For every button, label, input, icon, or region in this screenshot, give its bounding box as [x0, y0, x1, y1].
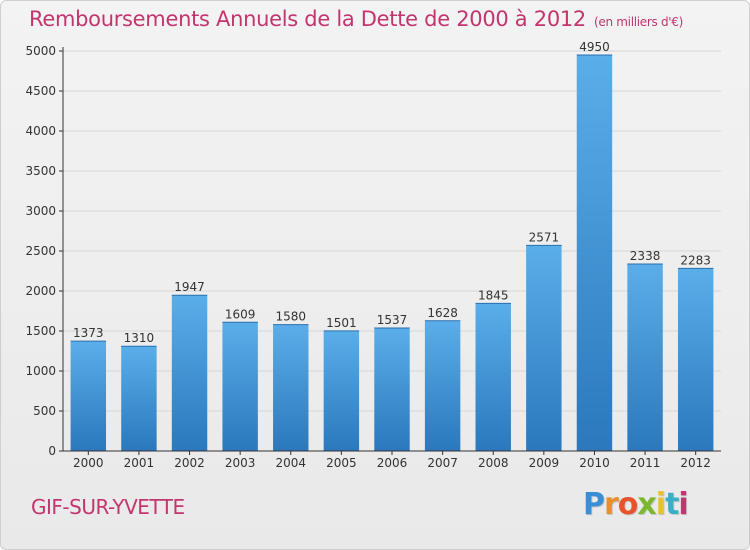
x-tick-label: 2008 [478, 456, 509, 470]
data-label: 2283 [680, 253, 711, 267]
data-label: 1580 [275, 310, 306, 324]
x-tick-label: 2005 [326, 456, 357, 470]
x-tick-label: 2007 [427, 456, 458, 470]
y-tick-label: 4000 [25, 124, 56, 138]
bar [171, 295, 208, 451]
bar [576, 55, 613, 451]
brand-letter: i [655, 487, 666, 522]
data-label: 1947 [174, 280, 205, 294]
y-tick-label: 4500 [25, 84, 56, 98]
y-tick-label: 5000 [25, 44, 56, 58]
bar [374, 328, 410, 451]
bar [222, 322, 258, 451]
data-label: 1845 [478, 288, 509, 302]
brand-letter: o [617, 487, 639, 522]
x-tick-label: 2006 [377, 456, 408, 470]
x-tick-label: 2002 [174, 456, 205, 470]
brand-logo: Proxiti [583, 487, 689, 522]
data-label: 1537 [377, 313, 408, 327]
brand-letter: P [583, 487, 605, 522]
bar [677, 268, 714, 451]
chart-title: Remboursements Annuels de la Dette de 20… [29, 7, 683, 31]
x-tick-label: 2012 [680, 456, 711, 470]
brand-letter: x [637, 487, 656, 522]
y-tick-label: 0 [48, 444, 56, 458]
x-tick-label: 2000 [73, 456, 104, 470]
x-tick-label: 2010 [579, 456, 610, 470]
brand-letter: t [665, 487, 679, 522]
y-tick-label: 500 [33, 404, 56, 418]
brand-letter: i [678, 487, 688, 522]
x-tick-label: 2004 [275, 456, 306, 470]
y-tick-label: 3500 [25, 164, 56, 178]
y-tick-label: 3000 [25, 204, 56, 218]
brand-letter: r [604, 487, 619, 522]
data-label: 1310 [124, 331, 155, 345]
data-label: 1609 [225, 307, 256, 321]
y-tick-label: 2000 [25, 284, 56, 298]
data-label: 2571 [529, 230, 560, 244]
y-tick-label: 2500 [25, 244, 56, 258]
y-tick-label: 1500 [25, 324, 56, 338]
bar [424, 320, 461, 451]
x-tick-label: 2009 [529, 456, 560, 470]
data-label: 4950 [579, 40, 610, 54]
title-text: Remboursements Annuels de la Dette de 20… [29, 7, 586, 31]
chart-subtitle: (en milliers d'€) [594, 15, 684, 29]
data-label: 1501 [326, 316, 357, 330]
data-label: 1628 [427, 306, 458, 320]
bar [526, 245, 562, 451]
data-label: 1373 [73, 326, 104, 340]
x-tick-label: 2003 [225, 456, 256, 470]
bar [70, 341, 107, 451]
bar [627, 263, 663, 451]
x-tick-label: 2001 [124, 456, 155, 470]
bar [121, 346, 157, 451]
y-tick-label: 1000 [25, 364, 56, 378]
place-name: GIF-SUR-YVETTE [31, 495, 185, 519]
data-label: 2338 [630, 249, 661, 263]
bar [475, 303, 511, 451]
x-tick-label: 2011 [630, 456, 661, 470]
bar [323, 330, 360, 451]
bar [273, 324, 309, 451]
